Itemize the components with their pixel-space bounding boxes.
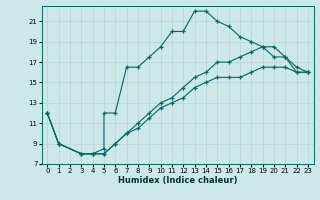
X-axis label: Humidex (Indice chaleur): Humidex (Indice chaleur) [118, 176, 237, 185]
